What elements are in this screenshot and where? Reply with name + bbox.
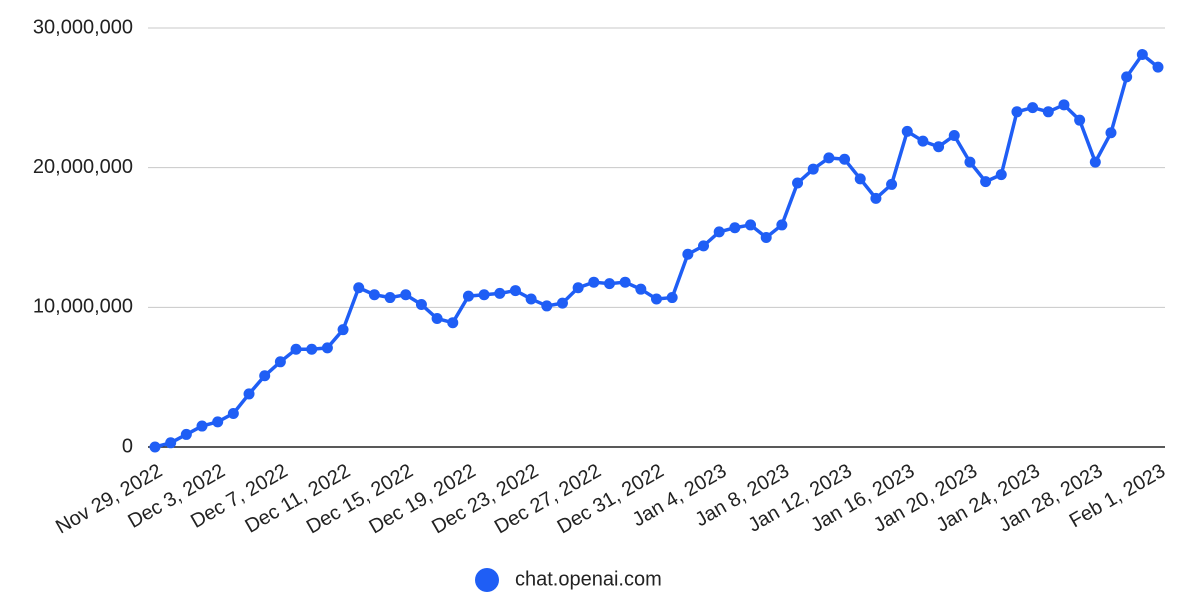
data-point [274, 356, 286, 368]
data-point [400, 289, 412, 301]
data-point [792, 177, 804, 189]
data-point [306, 343, 318, 355]
data-point [212, 416, 224, 428]
data-point [964, 156, 976, 168]
data-point [807, 163, 819, 175]
data-point [1105, 127, 1117, 139]
data-point [227, 407, 239, 419]
data-point [556, 297, 568, 309]
data-point [196, 420, 208, 432]
data-point [509, 285, 521, 297]
data-point [431, 313, 443, 325]
data-point [854, 173, 866, 185]
data-point [149, 441, 161, 453]
data-point [243, 388, 255, 400]
data-point [651, 293, 662, 305]
data-point [995, 169, 1007, 181]
data-point [933, 141, 945, 153]
data-point [698, 240, 710, 252]
data-point [635, 283, 647, 295]
data-point [447, 317, 459, 329]
y-tick-label: 0 [122, 435, 133, 457]
data-point [494, 287, 506, 299]
y-tick-label: 20,000,000 [33, 156, 133, 178]
data-point [839, 153, 851, 165]
legend-marker [475, 568, 499, 592]
data-point [980, 176, 992, 188]
data-point [353, 282, 365, 294]
data-point [290, 343, 302, 355]
data-point [525, 293, 537, 305]
data-point [776, 219, 788, 231]
data-point [1011, 106, 1023, 118]
data-point [1042, 106, 1054, 118]
data-point [1027, 102, 1039, 114]
data-point [541, 300, 553, 312]
data-point [729, 222, 741, 234]
data-point [1074, 114, 1086, 126]
data-point [823, 152, 835, 164]
data-point [1058, 99, 1070, 111]
legend-label: chat.openai.com [515, 568, 662, 590]
data-point [619, 276, 631, 288]
data-point [165, 437, 177, 449]
series-line [154, 52, 1160, 449]
data-point [603, 278, 615, 290]
data-point [1152, 61, 1164, 73]
data-point [760, 232, 772, 243]
data-point [180, 428, 192, 440]
data-point [384, 292, 396, 304]
y-tick-label: 30,000,000 [33, 16, 133, 38]
data-point [572, 282, 584, 294]
data-point [713, 226, 725, 238]
data-point [368, 289, 380, 301]
data-point [259, 370, 271, 382]
data-point [870, 192, 882, 204]
data-point [1136, 49, 1148, 61]
y-tick-label: 10,000,000 [33, 296, 133, 318]
data-point [462, 290, 474, 302]
data-point [588, 276, 600, 288]
data-point [666, 292, 678, 304]
data-point [415, 299, 427, 311]
data-point [745, 219, 757, 231]
data-point [478, 289, 490, 301]
data-point [886, 178, 898, 190]
data-point [948, 130, 960, 142]
data-point [917, 135, 929, 147]
data-point [337, 324, 349, 336]
data-point [682, 248, 694, 260]
data-point [321, 342, 333, 354]
data-point [901, 125, 913, 137]
data-point [1121, 71, 1133, 83]
data-point [1089, 156, 1101, 168]
